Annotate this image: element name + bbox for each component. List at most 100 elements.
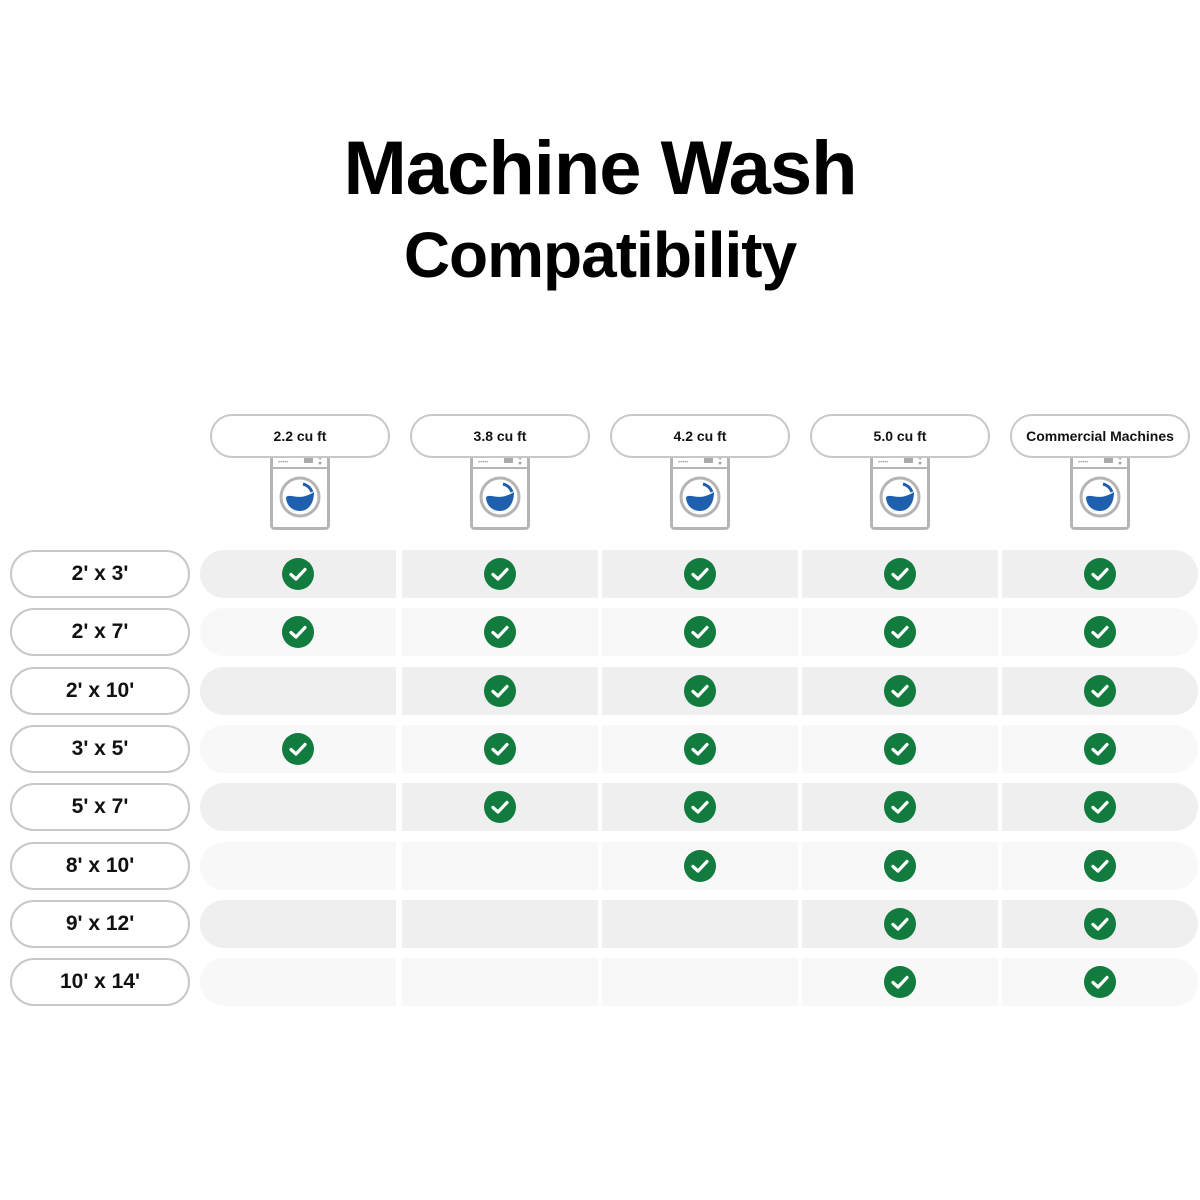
check-circle-icon bbox=[884, 674, 916, 707]
check-circle-icon bbox=[884, 558, 916, 590]
table-cell bbox=[802, 550, 998, 598]
table-cell bbox=[802, 666, 998, 715]
table-cell bbox=[200, 608, 396, 657]
table-cell bbox=[1002, 841, 1198, 890]
table-cell bbox=[602, 958, 798, 1007]
check-circle-icon bbox=[684, 849, 716, 882]
washing-machine-icon: ••••• bbox=[670, 450, 730, 530]
page-title: Machine Wash bbox=[343, 126, 857, 211]
rug-size-label: 2' x 3' bbox=[10, 550, 190, 598]
table-cell bbox=[802, 899, 998, 948]
check-circle-icon bbox=[484, 674, 516, 707]
table-cell bbox=[602, 724, 798, 773]
check-circle-icon bbox=[1084, 616, 1116, 649]
svg-text:•••••: ••••• bbox=[478, 460, 489, 466]
table-cell bbox=[402, 666, 598, 715]
table-cell bbox=[402, 783, 598, 832]
table-cell bbox=[802, 724, 998, 773]
table-cell bbox=[1002, 550, 1198, 598]
check-circle-icon bbox=[884, 849, 916, 882]
column-header: ••••• 3.8 cu ft bbox=[400, 414, 600, 534]
check-circle-icon bbox=[684, 674, 716, 707]
table-cell bbox=[402, 958, 598, 1007]
table-cell bbox=[402, 841, 598, 890]
table-cell bbox=[602, 841, 798, 890]
table-cell bbox=[200, 841, 396, 890]
check-circle-icon bbox=[1084, 732, 1116, 765]
table-cell bbox=[1002, 899, 1198, 948]
check-circle-icon bbox=[684, 791, 716, 824]
check-circle-icon bbox=[684, 558, 716, 590]
table-cell bbox=[1002, 783, 1198, 832]
check-circle-icon bbox=[484, 791, 516, 824]
table-cell bbox=[602, 783, 798, 832]
check-circle-icon bbox=[884, 966, 916, 999]
column-header: ••••• 2.2 cu ft bbox=[200, 414, 400, 534]
column-header: ••••• 5.0 cu ft bbox=[800, 414, 1000, 534]
capacity-label: 5.0 cu ft bbox=[810, 414, 990, 458]
table-cell bbox=[1002, 608, 1198, 657]
table-cell bbox=[402, 899, 598, 948]
rug-size-label: 8' x 10' bbox=[10, 841, 190, 890]
table-cell bbox=[200, 666, 396, 715]
column-header: ••••• Commercial Machines bbox=[1000, 414, 1200, 534]
rug-size-label: 3' x 5' bbox=[10, 724, 190, 773]
table-cell bbox=[602, 899, 798, 948]
check-circle-icon bbox=[1084, 674, 1116, 707]
table-cell bbox=[402, 550, 598, 598]
capacity-label: 2.2 cu ft bbox=[210, 414, 390, 458]
capacity-label: 4.2 cu ft bbox=[610, 414, 790, 458]
table-cell bbox=[200, 783, 396, 832]
table-cell bbox=[200, 958, 396, 1007]
svg-text:•••••: ••••• bbox=[278, 460, 289, 466]
table-cell bbox=[200, 899, 396, 948]
table-cell bbox=[1002, 724, 1198, 773]
table-cell bbox=[602, 608, 798, 657]
column-header: ••••• 4.2 cu ft bbox=[600, 414, 800, 534]
check-circle-icon bbox=[884, 907, 916, 940]
table-cell bbox=[602, 550, 798, 598]
table-cell bbox=[1002, 958, 1198, 1007]
table-cell bbox=[1002, 666, 1198, 715]
table-cell bbox=[402, 608, 598, 657]
capacity-label: Commercial Machines bbox=[1010, 414, 1190, 458]
check-circle-icon bbox=[884, 791, 916, 824]
check-circle-icon bbox=[282, 616, 314, 649]
check-circle-icon bbox=[282, 732, 314, 765]
check-circle-icon bbox=[1084, 966, 1116, 999]
table-cell bbox=[802, 841, 998, 890]
table-cell bbox=[802, 608, 998, 657]
page-subtitle: Compatibility bbox=[403, 219, 797, 291]
washing-machine-icon: ••••• bbox=[270, 450, 330, 530]
table-cell bbox=[802, 783, 998, 832]
rug-size-label: 5' x 7' bbox=[10, 783, 190, 832]
svg-text:•••••: ••••• bbox=[678, 460, 689, 466]
washing-machine-icon: ••••• bbox=[470, 450, 530, 530]
table-cell bbox=[602, 666, 798, 715]
table-cell bbox=[802, 958, 998, 1007]
table-cell bbox=[402, 724, 598, 773]
check-circle-icon bbox=[1084, 791, 1116, 824]
check-circle-icon bbox=[282, 558, 314, 590]
table-cell bbox=[200, 724, 396, 773]
svg-text:•••••: ••••• bbox=[878, 460, 889, 466]
check-circle-icon bbox=[884, 732, 916, 765]
check-circle-icon bbox=[484, 616, 516, 649]
check-circle-icon bbox=[484, 732, 516, 765]
rug-size-label: 2' x 10' bbox=[10, 666, 190, 715]
check-circle-icon bbox=[1084, 849, 1116, 882]
check-circle-icon bbox=[1084, 558, 1116, 590]
capacity-label: 3.8 cu ft bbox=[410, 414, 590, 458]
check-circle-icon bbox=[484, 558, 516, 590]
check-circle-icon bbox=[884, 616, 916, 649]
table-cell bbox=[200, 550, 396, 598]
washing-machine-icon: ••••• bbox=[870, 450, 930, 530]
check-circle-icon bbox=[1084, 907, 1116, 940]
rug-size-label: 2' x 7' bbox=[10, 608, 190, 657]
check-circle-icon bbox=[684, 616, 716, 649]
svg-text:•••••: ••••• bbox=[1078, 460, 1089, 466]
rug-size-label: 10' x 14' bbox=[10, 958, 190, 1007]
rug-size-label: 9' x 12' bbox=[10, 899, 190, 948]
check-circle-icon bbox=[684, 732, 716, 765]
washing-machine-icon: ••••• bbox=[1070, 450, 1130, 530]
